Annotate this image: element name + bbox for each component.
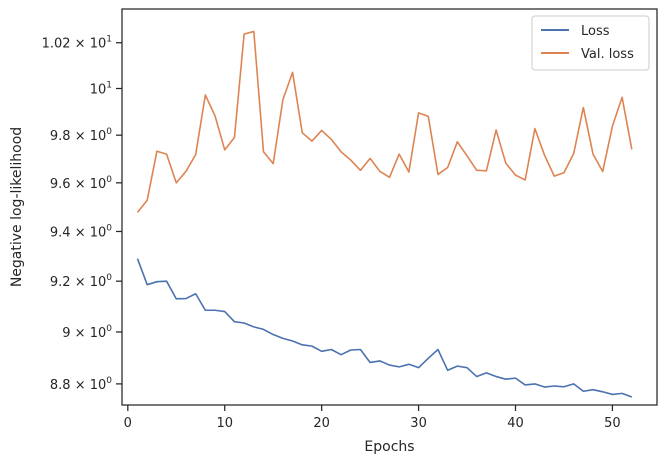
x-tick-label: 10: [216, 416, 233, 431]
x-tick-label: 50: [604, 416, 621, 431]
y-tick-label: 9 × 100: [62, 324, 112, 341]
x-tick-label: 40: [507, 416, 524, 431]
y-tick-label: 9.8 × 100: [50, 127, 112, 144]
y-tick-label: 9.2 × 100: [50, 273, 112, 290]
y-tick-label: 9.6 × 100: [50, 175, 112, 192]
y-tick-label: 8.8 × 100: [50, 376, 112, 393]
y-tick-label: 1.02 × 101: [42, 35, 112, 52]
x-tick-label: 30: [410, 416, 427, 431]
series-layer: [136, 30, 633, 398]
series-line-val-loss: [136, 30, 633, 213]
x-tick-label: 0: [124, 416, 132, 431]
legend-label-val-loss: Val. loss: [581, 47, 634, 62]
x-axis: 0 10 20 30 40 50: [124, 405, 621, 431]
x-tick-label: 20: [313, 416, 330, 431]
series-line-loss: [136, 258, 633, 398]
y-tick-label: 9.4 × 100: [50, 223, 112, 240]
y-axis: 8.8 × 100 9 × 100 9.2 × 100 9.4 × 100 9.6 × …: [42, 35, 122, 393]
plot-area: [121, 8, 658, 406]
legend-label-loss: Loss: [581, 24, 610, 39]
y-tick-label: 101: [90, 80, 112, 97]
x-axis-title: Epochs: [364, 439, 414, 455]
y-axis-title: Negative log-likelihood: [9, 127, 25, 287]
legend: Loss Val. loss: [531, 15, 650, 71]
